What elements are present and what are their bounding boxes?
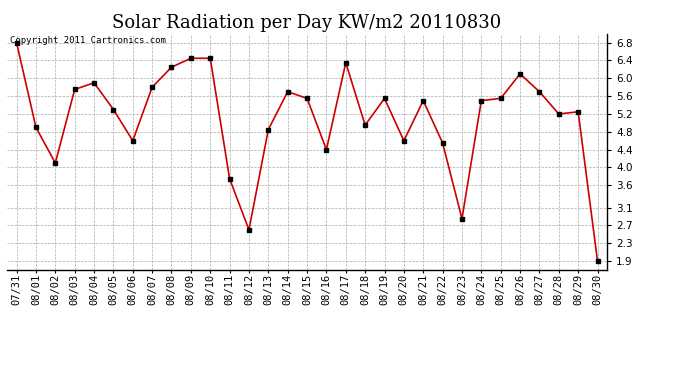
Title: Solar Radiation per Day KW/m2 20110830: Solar Radiation per Day KW/m2 20110830: [112, 14, 502, 32]
Text: Copyright 2011 Cartronics.com: Copyright 2011 Cartronics.com: [10, 36, 166, 45]
